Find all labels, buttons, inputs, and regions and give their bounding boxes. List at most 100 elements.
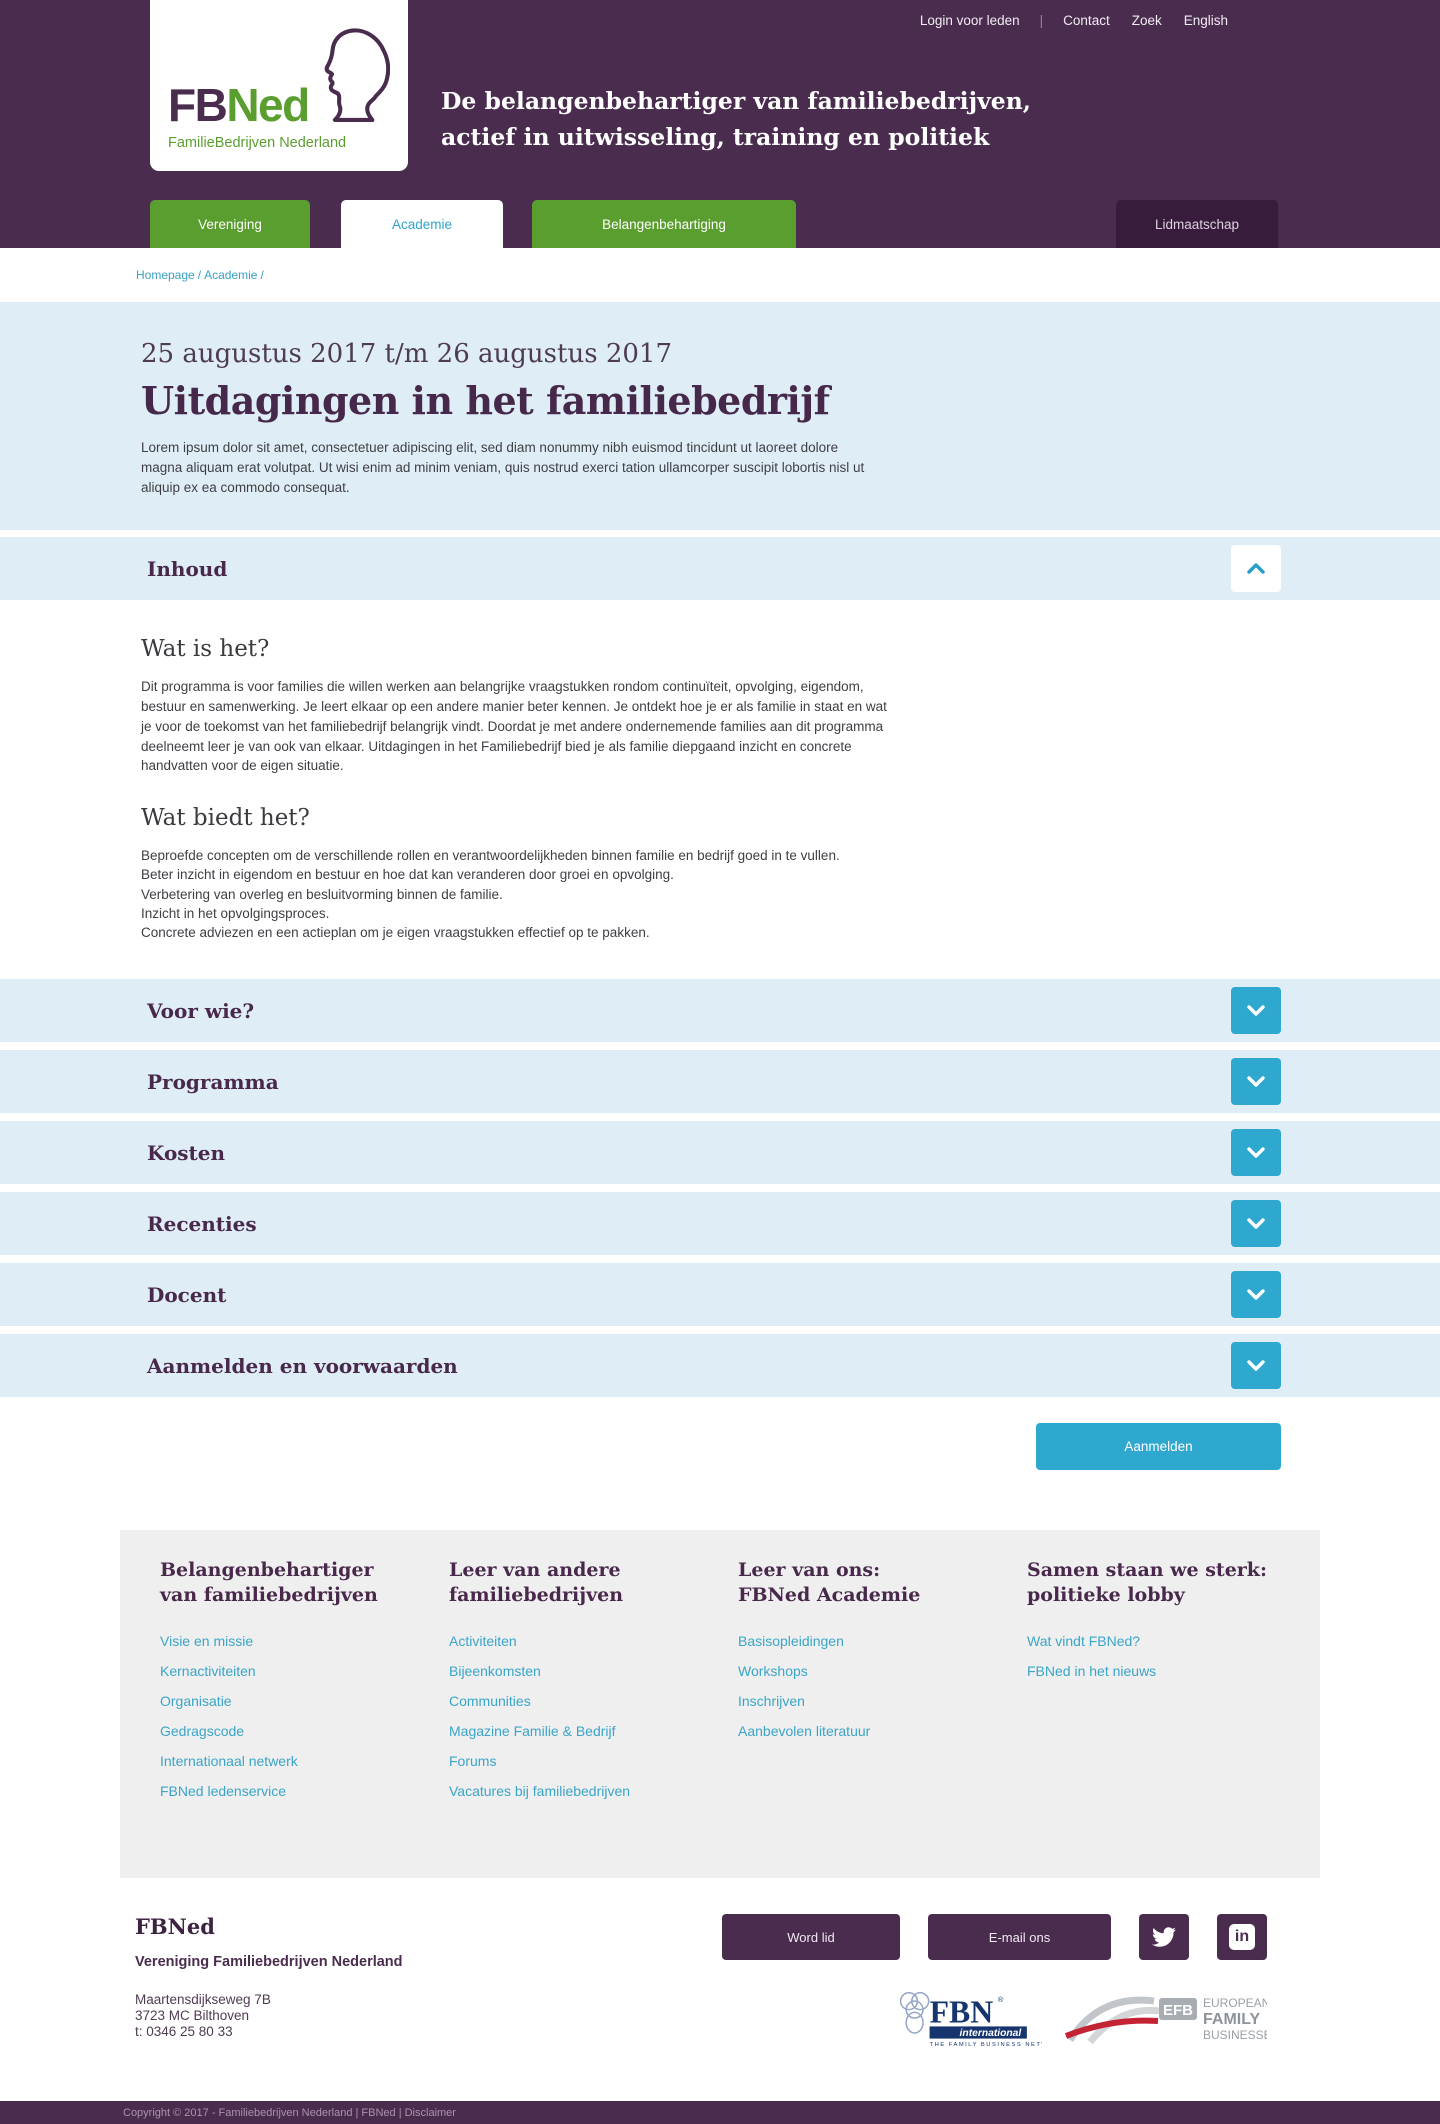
site-footer: FBNed Vereniging Familiebedrijven Nederl… [0, 1878, 1440, 2102]
svg-text:EUROPEAN: EUROPEAN [1203, 1996, 1267, 2010]
chevron-down-icon [1247, 1005, 1265, 1016]
footer-link-nieuws[interactable]: FBNed in het nieuws [1027, 1663, 1157, 1680]
twitter-button[interactable] [1139, 1914, 1189, 1961]
aanmelden-button[interactable]: Aanmelden [1036, 1423, 1281, 1470]
breadcrumb-academie[interactable]: Academie [204, 268, 258, 282]
head-profile-icon [324, 28, 390, 122]
footer-link-vacatures[interactable]: Vacatures bij familiebedrijven [449, 1783, 631, 1800]
expand-recenties-button[interactable] [1231, 1200, 1281, 1247]
expand-docent-button[interactable] [1231, 1271, 1281, 1318]
efb-logo[interactable]: EFB EUROPEAN FAMILY BUSINESSES [1062, 1992, 1280, 2049]
svg-text:®: ® [998, 1995, 1004, 2004]
accordion-voor-wie[interactable]: Voor wie? [0, 979, 1440, 1042]
footer-link-wat-vindt[interactable]: Wat vindt FBNed? [1027, 1633, 1141, 1650]
accordion-inhoud[interactable]: Inhoud [0, 537, 1440, 600]
accordion-aanmelden[interactable]: Aanmelden en voorwaarden [0, 1334, 1440, 1397]
tagline-line-1: De belangenbehartiger van familiebedrijv… [441, 87, 1031, 115]
offer-line: Concrete adviezen en een actieplan om je… [141, 924, 650, 940]
footer-link-ledenservice[interactable]: FBNed ledenservice [160, 1783, 287, 1800]
chevron-down-icon [1247, 1076, 1265, 1087]
email-ons-button[interactable]: E-mail ons [928, 1914, 1111, 1961]
offer-line: Inzicht in het opvolgingsproces. [141, 905, 330, 921]
breadcrumb-home[interactable]: Homepage [136, 268, 195, 282]
expand-programma-button[interactable] [1231, 1058, 1281, 1105]
footer-link-bijeenkomsten[interactable]: Bijeenkomsten [449, 1663, 541, 1680]
chevron-down-icon [1247, 1218, 1265, 1229]
footer-link-communities[interactable]: Communities [449, 1693, 531, 1710]
footer-nav: Belangenbehartiger van familiebedrijven … [120, 1530, 1320, 1879]
svg-text:BUSINESSES: BUSINESSES [1203, 2028, 1267, 2042]
footer-link-visie[interactable]: Visie en missie [160, 1633, 254, 1650]
offer-line: Beproefde concepten om de verschillende … [141, 848, 840, 864]
accordion-programma[interactable]: Programma [0, 1050, 1440, 1113]
collapse-inhoud-button[interactable] [1231, 545, 1281, 592]
expand-kosten-button[interactable] [1231, 1129, 1281, 1176]
footer-contact-block: FBNed Vereniging Familiebedrijven Nederl… [135, 1914, 403, 2052]
footer-link-magazine[interactable]: Magazine Familie & Bedrijf [449, 1723, 616, 1740]
utility-separator: | [1039, 13, 1044, 28]
tab-vereniging[interactable]: Vereniging [150, 200, 310, 248]
accordion-voor-wie-title: Voor wie? [147, 998, 255, 1023]
footer-link-inschrijven[interactable]: Inschrijven [738, 1693, 805, 1710]
accordion-kosten-title: Kosten [147, 1140, 226, 1165]
footer-org-name: Vereniging Familiebedrijven Nederland [135, 1954, 403, 1971]
expand-aanmelden-button[interactable] [1231, 1342, 1281, 1389]
svg-text:international: international [960, 2028, 1023, 2039]
contact-link[interactable]: Contact [1063, 13, 1110, 28]
expand-voor-wie-button[interactable] [1231, 987, 1281, 1034]
footer-link-workshops[interactable]: Workshops [738, 1663, 808, 1680]
logo-ned: Ned [226, 78, 310, 131]
copyright-bar: Copyright © 2017 - Familiebedrijven Nede… [0, 2101, 1440, 2124]
site-tagline: De belangenbehartiger van familiebedrijv… [441, 84, 1031, 155]
event-date: 25 augustus 2017 t/m 26 augustus 2017 [141, 339, 672, 369]
svg-text:FAMILY: FAMILY [1203, 2011, 1261, 2028]
page-title: Uitdagingen in het familiebedrijf [141, 378, 830, 423]
footer-link-gedragscode[interactable]: Gedragscode [160, 1723, 245, 1740]
search-link[interactable]: Zoek [1131, 13, 1162, 28]
what-is-it-heading: Wat is het? [141, 636, 270, 662]
svg-text:EFB: EFB [1163, 2002, 1193, 2019]
main-nav: Vereniging Academie Belangenbehartiging … [150, 200, 1278, 248]
fbn-international-logo[interactable]: FBN ® international THE FAMILY BUSINESS … [892, 1989, 1064, 2052]
accordion-kosten[interactable]: Kosten [0, 1121, 1440, 1184]
event-hero: 25 augustus 2017 t/m 26 augustus 2017 Ui… [0, 302, 1440, 530]
what-is-it-body: Dit programma is voor families die wille… [141, 679, 887, 774]
accordion-recenties-title: Recenties [147, 1211, 257, 1236]
logo-fb: FB [168, 78, 228, 131]
footer-col-title: Leer van andere familiebedrijven [449, 1559, 624, 1607]
tab-lidmaatschap[interactable]: Lidmaatschap [1116, 200, 1278, 248]
footer-address: Maartensdijkseweg 7B 3723 MC Bilthoven t… [135, 1992, 271, 2040]
accordion-programma-title: Programma [147, 1069, 279, 1094]
footer-link-activiteiten[interactable]: Activiteiten [449, 1633, 517, 1650]
utility-nav: Login voor leden | Contact Zoek English [920, 13, 1228, 28]
footer-link-internationaal[interactable]: Internationaal netwerk [160, 1753, 298, 1770]
offer-line: Beter inzicht in eigendom en bestuur en … [141, 867, 674, 883]
accordion-aanmelden-title: Aanmelden en voorwaarden [147, 1353, 458, 1378]
tab-academie[interactable]: Academie [341, 200, 503, 248]
login-link[interactable]: Login voor leden [919, 13, 1020, 28]
footer-col-lobby: Samen staan we sterk: politieke lobby Wa… [987, 1558, 1276, 1806]
footer-link-forums[interactable]: Forums [449, 1753, 497, 1770]
footer-link-organisatie[interactable]: Organisatie [160, 1693, 232, 1710]
footer-link-literatuur[interactable]: Aanbevolen literatuur [738, 1723, 871, 1740]
twitter-icon [1152, 1927, 1176, 1947]
word-lid-button[interactable]: Word lid [722, 1914, 900, 1961]
footer-link-kernactiviteiten[interactable]: Kernactiviteiten [160, 1663, 256, 1680]
footer-link-basisopleidingen[interactable]: Basisopleidingen [738, 1633, 844, 1650]
fbned-logo[interactable]: FBNed FamilieBedrijven Nederland [150, 0, 408, 171]
accordion-docent[interactable]: Docent [0, 1263, 1440, 1326]
footer-col-title: Belangenbehartiger van familiebedrijven [160, 1559, 378, 1607]
site-header: FBNed FamilieBedrijven Nederland Login v… [0, 0, 1440, 248]
logo-wordmark: FBNed [168, 82, 310, 128]
footer-col-academie: Leer van ons: FBNed Academie Basisopleid… [698, 1558, 987, 1806]
linkedin-button[interactable]: in [1217, 1914, 1267, 1961]
tab-belangenbehartiging[interactable]: Belangenbehartiging [532, 200, 796, 248]
breadcrumb-separator: / [197, 268, 202, 282]
what-offers-heading: Wat biedt het? [141, 805, 310, 832]
chevron-down-icon [1247, 1147, 1265, 1158]
footer-col-title: Leer van ons: FBNed Academie [738, 1559, 921, 1607]
footer-col-leer-van-andere: Leer van andere familiebedrijven Activit… [409, 1558, 698, 1806]
event-intro: Lorem ipsum dolor sit amet, consectetuer… [141, 440, 865, 495]
accordion-recenties[interactable]: Recenties [0, 1192, 1440, 1255]
language-link[interactable]: English [1183, 13, 1228, 28]
